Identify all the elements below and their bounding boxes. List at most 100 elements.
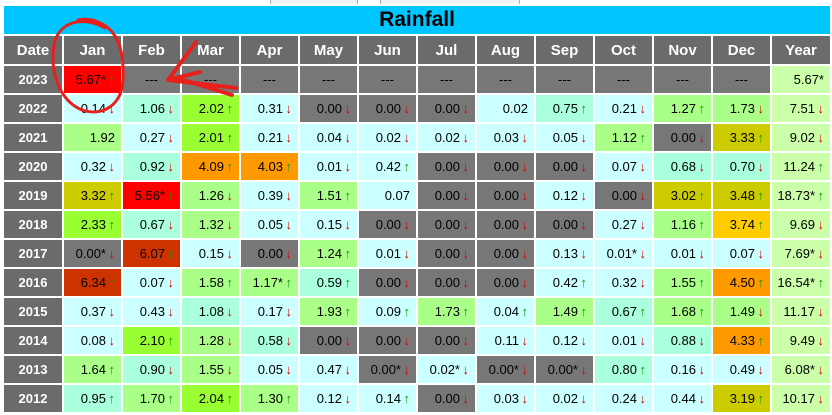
rain-value: 1.51 [316,188,342,203]
rain-cell: 0.68 ↓ [652,151,713,182]
rain-cell: 1.49 ↑ [534,296,595,327]
row-year: 2016 [2,267,64,298]
rain-cell: 2.33 ↑ [62,209,123,240]
arrow-down-icon: ↓ [226,333,234,348]
rain-value: 3.32 [80,188,106,203]
arrow-down-icon: ↓ [580,362,588,377]
rain-cell: 0.00 ↓ [534,209,595,240]
rain-cell: 0.07 ↓ [593,151,654,182]
rain-value: 3.48 [729,188,755,203]
arrow-up-icon: ↑ [698,101,706,116]
rain-cell: 0.02* ↓ [416,354,477,385]
arrow-down-icon: ↓ [639,188,647,203]
row-year: 2014 [2,325,64,356]
rain-value: 0.09 [375,304,401,319]
column-header-dec: Dec [711,34,772,66]
arrow-down-icon: ↓ [226,188,234,203]
arrow-down-icon: ↓ [344,130,352,145]
rain-cell: --- [180,64,241,95]
arrow-down-icon: ↓ [462,159,470,174]
rain-value: 0.21 [257,130,283,145]
arrow-down-icon: ↓ [580,159,588,174]
rain-value: 0.32 [611,275,637,290]
arrow-down-icon: ↓ [108,246,116,261]
arrow-down-icon: ↓ [639,159,647,174]
arrow-up-icon: ↑ [698,188,706,203]
rain-cell: 0.32 ↓ [593,267,654,298]
arrow-up-icon: ↑ [817,188,825,203]
arrow-down-icon: ↓ [403,246,411,261]
column-header-aug: Aug [475,34,536,66]
rain-cell: 0.00* ↓ [534,354,595,385]
rain-value: 0.21 [611,101,637,116]
rain-value: 1.28 [198,333,224,348]
rain-cell: 0.17 ↓ [239,296,300,327]
rain-value: 1.49 [729,304,755,319]
arrow-down-icon: ↓ [639,391,647,406]
rain-cell: 0.80 ↑ [593,354,654,385]
rain-cell: 0.01 ↓ [593,325,654,356]
rain-cell: 1.12 ↑ [593,122,654,153]
rain-cell: 1.49 ↓ [711,296,772,327]
arrow-down-icon: ↓ [167,362,175,377]
rain-cell: 0.00 ↓ [298,93,359,124]
rain-cell: 0.37 ↓ [62,296,123,327]
rain-cell: 0.00 ↓ [416,93,477,124]
arrow-down-icon: ↓ [757,159,765,174]
row-year: 2015 [2,296,64,327]
rain-value: 0.05 [552,130,578,145]
rain-cell: 0.58 ↓ [239,325,300,356]
rain-value: 1.73 [729,101,755,116]
rain-value: 0.07 [384,188,410,203]
rain-value: 1.73 [434,304,460,319]
column-header-sep: Sep [534,34,595,66]
rain-value: 11.24 [783,159,815,174]
rain-value: 0.75 [552,101,578,116]
rain-cell: 1.24 ↑ [298,238,359,269]
row-year: 2021 [2,122,64,153]
rain-value: 0.27 [611,217,637,232]
rain-cell: 7.69* ↓ [770,238,832,269]
rain-cell: 3.02 ↑ [652,180,713,211]
table-row: 2017 0.00* ↓ 6.07 ↑ 0.15 ↓ 0.00 ↓ 1.24 ↑ 0.01 ↓ 0.00 ↓… [2,238,832,269]
column-header-mar: Mar [180,34,241,66]
rain-value: 0.42 [375,159,401,174]
rain-cell: 0.12 ↓ [534,325,595,356]
rain-value: 1.16 [670,217,696,232]
rain-value: 0.17 [257,304,283,319]
rain-value: 0.95 [80,391,106,406]
arrow-down-icon: ↓ [285,333,293,348]
arrow-down-icon: ↓ [167,130,175,145]
rain-value: 0.16 [670,362,696,377]
rain-value: 4.50 [729,275,755,290]
rain-cell: 0.90 ↓ [121,354,182,385]
rain-value: 0.00* [75,246,106,261]
rain-value: 0.07 [729,246,755,261]
rain-value: 0.70 [729,159,755,174]
rain-cell: 0.08 ↓ [62,325,123,356]
arrow-down-icon: ↓ [462,391,470,406]
arrow-up-icon: ↑ [698,304,706,319]
rain-value: 0.42 [552,275,578,290]
rain-cell: 1.32 ↓ [180,209,241,240]
rain-value: 0.00 [434,217,460,232]
rain-value: 1.49 [552,304,578,319]
rain-value: 0.02 [375,130,401,145]
rain-value: 2.01 [198,130,224,145]
rain-value: 7.69* [784,246,815,261]
rain-cell: 0.39 ↓ [239,180,300,211]
rain-value: 0.47 [316,362,342,377]
arrow-down-icon: ↓ [167,159,175,174]
rain-cell: 1.64 ↑ [62,354,123,385]
arrow-up-icon: ↑ [580,275,588,290]
rain-cell: 6.34 ↑ [62,267,123,298]
rain-value: 3.19 [729,391,755,406]
rain-cell: 0.31 ↓ [239,93,300,124]
arrow-down-icon: ↓ [226,217,234,232]
arrow-up-icon: ↑ [639,362,647,377]
rain-cell: 1.27 ↑ [652,93,713,124]
column-header-jan: Jan [62,34,123,66]
rain-cell: 0.27 ↓ [121,122,182,153]
rain-value: 0.01 [316,159,342,174]
row-year: 2013 [2,354,64,385]
